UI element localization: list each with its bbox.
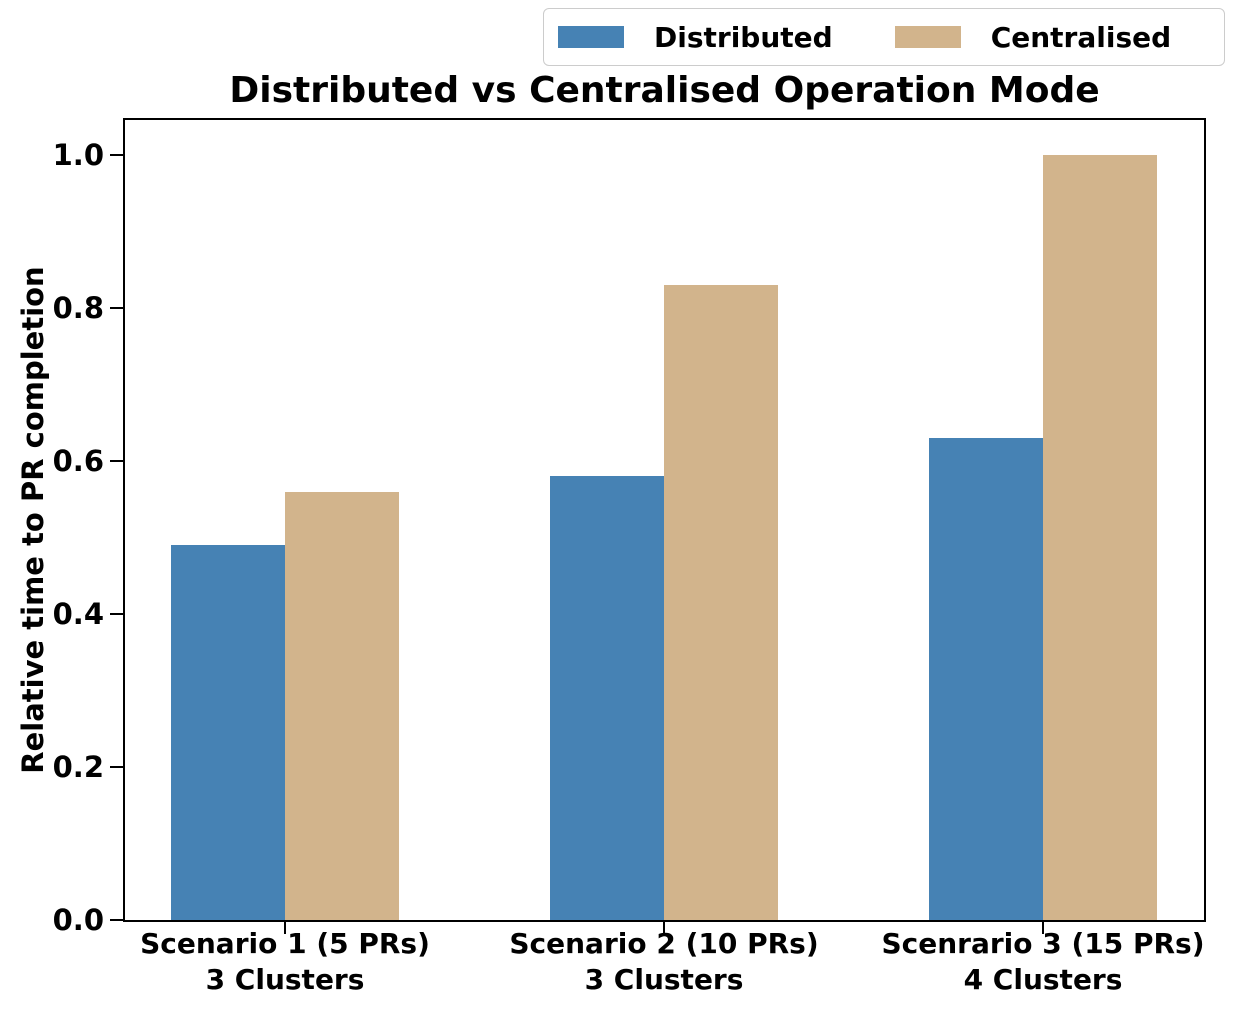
x-tick-mark (1041, 922, 1045, 934)
x-tick-label-group3: Scenrario 3 (15 PRs) 4 Clusters (773, 926, 1236, 998)
legend: Distributed Centralised (543, 8, 1225, 66)
chart-title: Distributed vs Centralised Operation Mod… (229, 70, 1100, 111)
legend-entry-distributed: Distributed (558, 21, 833, 54)
bar-distributed-group1 (171, 545, 285, 920)
y-tick-mark (110, 459, 123, 463)
legend-swatch-centralised (894, 26, 961, 48)
y-axis-label: Relative time to PR completion (16, 266, 50, 774)
x-tick-mark (662, 922, 666, 934)
bar-distributed-group3 (929, 438, 1043, 920)
x-tick-label-line: 3 Clusters (584, 963, 744, 996)
y-tick-mark (110, 306, 123, 310)
y-tick-label: 0.8 (52, 291, 104, 325)
x-tick-mark (283, 922, 287, 934)
legend-label-centralised: Centralised (990, 20, 1172, 54)
bar-centralised-group1 (285, 492, 399, 920)
y-tick-mark (110, 153, 123, 157)
y-tick-label: 0.2 (52, 750, 104, 784)
x-tick-label-line: 3 Clusters (205, 963, 365, 996)
y-tick-label: 0.6 (52, 444, 104, 478)
y-tick-label: 1.0 (52, 138, 104, 172)
x-tick-label-line: 4 Clusters (963, 963, 1123, 996)
x-tick-label-group1: Scenario 1 (5 PRs) 3 Clusters (15, 926, 555, 998)
x-tick-label-line: Scenrario 3 (15 PRs) (881, 927, 1205, 960)
y-tick-mark (110, 612, 123, 616)
x-tick-label-line: Scenario 1 (5 PRs) (140, 927, 430, 960)
legend-swatch-distributed (558, 26, 624, 48)
bar-distributed-group2 (550, 476, 664, 920)
legend-label-distributed: Distributed (654, 20, 833, 54)
x-tick-label-group2: Scenario 2 (10 PRs) 3 Clusters (394, 926, 934, 998)
y-tick-label: 0.4 (52, 597, 104, 631)
y-tick-mark (110, 765, 123, 769)
y-tick-label: 0.0 (52, 903, 104, 937)
legend-entry-centralised: Centralised (894, 20, 1172, 54)
bar-centralised-group3 (1043, 155, 1157, 920)
y-tick-mark (110, 918, 123, 922)
bar-centralised-group2 (664, 285, 778, 920)
x-tick-label-line: Scenario 2 (10 PRs) (509, 927, 819, 960)
plot-area (123, 118, 1206, 922)
